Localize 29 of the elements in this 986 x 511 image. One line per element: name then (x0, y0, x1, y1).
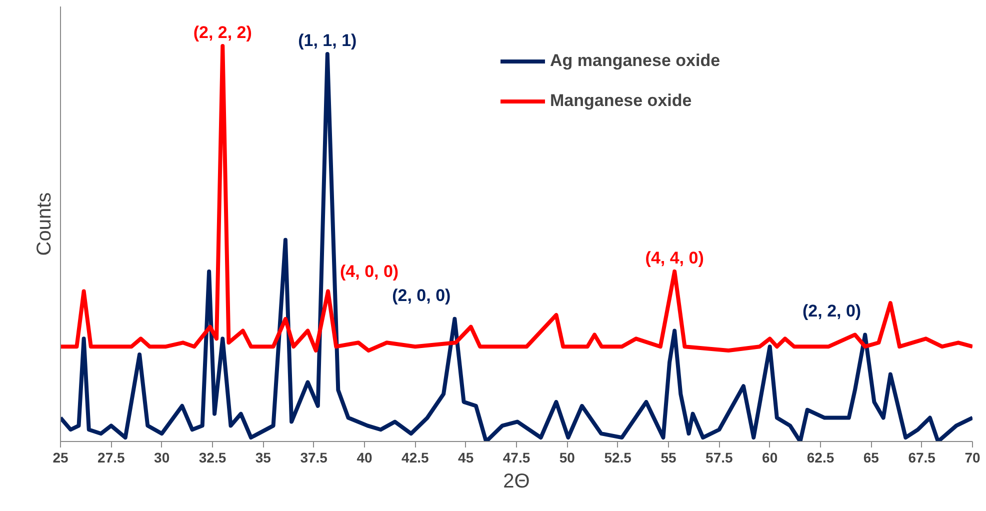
annotation: (2, 0, 0) (392, 286, 451, 305)
x-axis-title: 2Θ (503, 470, 530, 492)
annotation: (4, 0, 0) (340, 262, 399, 282)
annotation: (2, 2, 2) (193, 23, 252, 42)
y-axis-title: Counts (34, 192, 56, 256)
legend-label: Manganese oxide (550, 91, 692, 111)
x-tick-label: 27.5 (98, 450, 126, 466)
x-tick-label: 52.5 (604, 450, 632, 466)
x-tick-label: 40 (356, 450, 372, 466)
x-tick-label: 37.5 (300, 450, 328, 466)
x-tick-label: 47.5 (502, 450, 530, 466)
x-tick-label: 45 (458, 450, 474, 466)
legend-label: Ag manganese oxide (550, 51, 720, 71)
annotation: (2, 2, 0) (802, 302, 862, 321)
x-tick-label: 32.5 (198, 450, 226, 466)
x-tick-label: 65 (863, 450, 880, 466)
x-tick-label: 60 (762, 450, 778, 466)
x-tick-label: 42.5 (402, 450, 430, 466)
x-tick-label: 50 (559, 450, 576, 466)
x-tick-label: 67.5 (908, 450, 936, 466)
x-tick-label: 70 (964, 450, 980, 466)
x-tick-label: 55 (660, 450, 676, 466)
x-tick-label: 35 (255, 450, 272, 466)
x-tick-label: 57.5 (706, 450, 734, 466)
annotation: (4, 4, 0) (645, 248, 704, 268)
annotation: (1, 1, 1) (298, 30, 357, 50)
x-tick-label: 62.5 (806, 450, 834, 466)
x-tick-label: 25 (52, 450, 68, 466)
x-tick-label: 30 (154, 450, 170, 466)
